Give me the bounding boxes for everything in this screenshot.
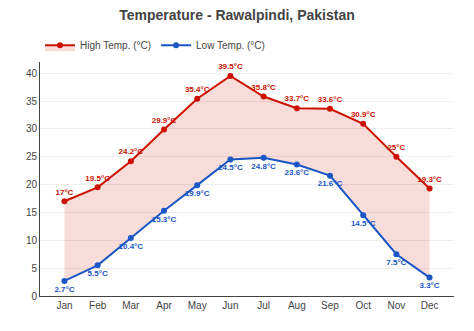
svg-text:2.7°C: 2.7°C: [54, 285, 74, 294]
svg-text:May: May: [188, 300, 207, 311]
svg-text:19.3°C: 19.3°C: [417, 175, 442, 184]
svg-text:5: 5: [31, 263, 37, 274]
svg-text:23.6°C: 23.6°C: [285, 168, 310, 177]
svg-text:15.3°C: 15.3°C: [152, 215, 177, 224]
svg-text:15: 15: [26, 207, 38, 218]
svg-text:Oct: Oct: [355, 300, 371, 311]
svg-text:39.5°C: 39.5°C: [218, 62, 243, 71]
svg-text:0: 0: [31, 291, 37, 302]
svg-text:30: 30: [26, 123, 38, 134]
svg-text:Mar: Mar: [122, 300, 140, 311]
svg-text:Apr: Apr: [156, 300, 172, 311]
svg-text:33.7°C: 33.7°C: [285, 94, 310, 103]
svg-text:30.9°C: 30.9°C: [351, 110, 376, 119]
svg-text:High Temp. (°C): High Temp. (°C): [80, 40, 151, 51]
svg-text:Nov: Nov: [387, 300, 405, 311]
svg-text:35: 35: [26, 96, 38, 107]
svg-text:Jul: Jul: [257, 300, 270, 311]
svg-text:24.5°C: 24.5°C: [218, 163, 243, 172]
svg-text:19.9°C: 19.9°C: [185, 189, 210, 198]
svg-text:25: 25: [26, 151, 38, 162]
svg-text:7.5°C: 7.5°C: [386, 258, 406, 267]
svg-text:Jun: Jun: [222, 300, 238, 311]
svg-text:Temperature - Rawalpindi, Paki: Temperature - Rawalpindi, Pakistan: [119, 7, 354, 23]
svg-text:33.6°C: 33.6°C: [318, 95, 343, 104]
svg-text:40: 40: [26, 68, 38, 79]
svg-text:19.5°C: 19.5°C: [85, 174, 110, 183]
svg-text:3.3°C: 3.3°C: [419, 281, 439, 290]
svg-text:17°C: 17°C: [56, 188, 74, 197]
svg-text:14.5°C: 14.5°C: [351, 219, 376, 228]
svg-text:10: 10: [26, 235, 38, 246]
svg-text:24.8°C: 24.8°C: [251, 162, 276, 171]
svg-text:20: 20: [26, 179, 38, 190]
svg-text:5.5°C: 5.5°C: [88, 269, 108, 278]
svg-text:Feb: Feb: [89, 300, 107, 311]
svg-text:Jan: Jan: [56, 300, 72, 311]
svg-text:25°C: 25°C: [387, 143, 405, 152]
svg-text:24.2°C: 24.2°C: [119, 147, 144, 156]
svg-text:21.6°C: 21.6°C: [318, 179, 343, 188]
svg-text:10.4°C: 10.4°C: [119, 242, 144, 251]
svg-text:Aug: Aug: [288, 300, 306, 311]
svg-text:35.8°C: 35.8°C: [251, 83, 276, 92]
svg-text:35.4°C: 35.4°C: [185, 85, 210, 94]
svg-text:29.9°C: 29.9°C: [152, 116, 177, 125]
svg-text:Sep: Sep: [321, 300, 339, 311]
svg-text:Low Temp. (°C): Low Temp. (°C): [196, 40, 265, 51]
svg-text:Dec: Dec: [421, 300, 439, 311]
